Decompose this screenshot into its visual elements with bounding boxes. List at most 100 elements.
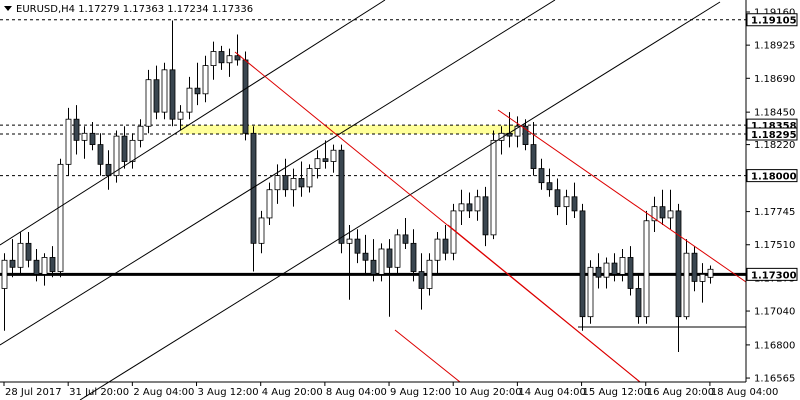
- candle-body: [57, 163, 64, 272]
- candle-body: [691, 252, 698, 282]
- y-tick-label: 1.19160: [754, 7, 795, 18]
- candle-body: [418, 271, 425, 289]
- candle-body: [522, 125, 529, 145]
- x-tick-label: 28 Jul 2017: [5, 387, 62, 398]
- candle-body: [394, 234, 401, 268]
- candle-body: [81, 132, 88, 141]
- candle-body: [105, 163, 112, 177]
- candle-body: [595, 266, 602, 278]
- candle-body: [282, 175, 289, 191]
- candle-body: [153, 79, 160, 113]
- candle-body: [137, 125, 144, 141]
- candle-body: [603, 262, 610, 278]
- x-tick-label: 4 Aug 20:00: [262, 387, 323, 398]
- candle-body: [298, 178, 305, 188]
- candle-body: [121, 135, 128, 162]
- candle-body: [274, 175, 281, 191]
- candle-body: [563, 196, 570, 208]
- level-label-box: [746, 127, 798, 141]
- candle-body: [434, 238, 441, 261]
- candle-body: [482, 196, 489, 236]
- x-tick-label: 10 Aug 20:00: [454, 387, 521, 398]
- candle-body: [258, 217, 265, 244]
- channel-line: [447, 224, 641, 383]
- chart-title: EURUSD,H4 1.17279 1.17363 1.17234 1.1733…: [16, 4, 253, 15]
- x-tick-label: 16 Aug 20:00: [647, 387, 714, 398]
- candle-body: [250, 132, 257, 244]
- candle-body: [530, 144, 537, 169]
- candle-body: [611, 262, 618, 275]
- candle-body: [186, 87, 193, 113]
- candle-body: [145, 79, 152, 127]
- candle-body: [635, 288, 642, 318]
- candle-body: [386, 248, 393, 268]
- candle-body: [619, 257, 626, 275]
- x-tick-label: 31 Jul 20:00: [69, 387, 129, 398]
- candle-body: [113, 135, 120, 177]
- candle-body: [226, 55, 233, 64]
- trend-lines: [0, 0, 747, 400]
- candle-body: [73, 118, 80, 141]
- candle-body: [410, 242, 417, 272]
- candle-body: [538, 168, 545, 184]
- candle-body: [466, 203, 473, 212]
- candle-body: [202, 65, 209, 95]
- candle-body: [177, 111, 184, 120]
- channel-line: [497, 109, 747, 283]
- channel-line: [394, 329, 461, 383]
- candle-body: [579, 210, 586, 318]
- candle-body: [659, 206, 666, 219]
- candle-body: [546, 182, 553, 191]
- candle-body: [514, 125, 521, 137]
- candle-body: [490, 139, 497, 236]
- candle-body: [354, 238, 361, 254]
- candle-body: [571, 196, 578, 212]
- channel-line: [0, 0, 386, 246]
- level-label-box: [746, 13, 798, 27]
- candle-body: [426, 259, 433, 289]
- candle-body: [17, 242, 24, 268]
- candle-body: [322, 158, 329, 162]
- candle-body: [362, 252, 369, 261]
- y-tick-label: 1.18925: [754, 41, 795, 52]
- x-tick-label: 18 Aug 04:00: [711, 387, 778, 398]
- candle-body: [314, 158, 321, 169]
- y-tick-label: 1.18220: [754, 140, 795, 151]
- candle-body: [643, 220, 650, 318]
- candle-body: [25, 242, 32, 261]
- plot-area: [0, 19, 746, 352]
- y-tick-label: 1.16800: [754, 340, 795, 351]
- y-tick-label: 1.18690: [754, 74, 795, 85]
- channel-line: [0, 0, 556, 346]
- y-tick-label: 1.17040: [754, 307, 795, 318]
- level-label: 1.18295: [751, 130, 797, 141]
- zone: [180, 125, 518, 135]
- candle-body: [378, 248, 385, 275]
- candle-body: [306, 168, 313, 188]
- candle-body: [683, 252, 690, 318]
- menu-arrow[interactable]: [4, 6, 12, 11]
- candle-body: [234, 55, 241, 61]
- x-tick-label: 2 Aug 04:00: [133, 387, 194, 398]
- candle-body: [587, 266, 594, 318]
- candle-body: [194, 87, 201, 95]
- channel-line: [79, 1, 721, 400]
- candle-body: [651, 206, 658, 222]
- y-tick-label: 1.17510: [754, 240, 795, 251]
- candle-body: [218, 51, 225, 64]
- candle-body: [402, 234, 409, 244]
- level-label-box: [746, 267, 798, 281]
- candle-body: [89, 132, 96, 145]
- candle-body: [346, 238, 353, 244]
- candle-body: [554, 189, 561, 208]
- candle-body: [33, 259, 40, 275]
- candle-body: [169, 69, 176, 120]
- level-label: 1.18000: [751, 172, 797, 183]
- candle-body: [675, 210, 682, 318]
- candle-body: [458, 203, 465, 212]
- candle-body: [65, 118, 72, 165]
- candle-body: [266, 189, 273, 219]
- y-tick-label: 1.17745: [754, 207, 795, 218]
